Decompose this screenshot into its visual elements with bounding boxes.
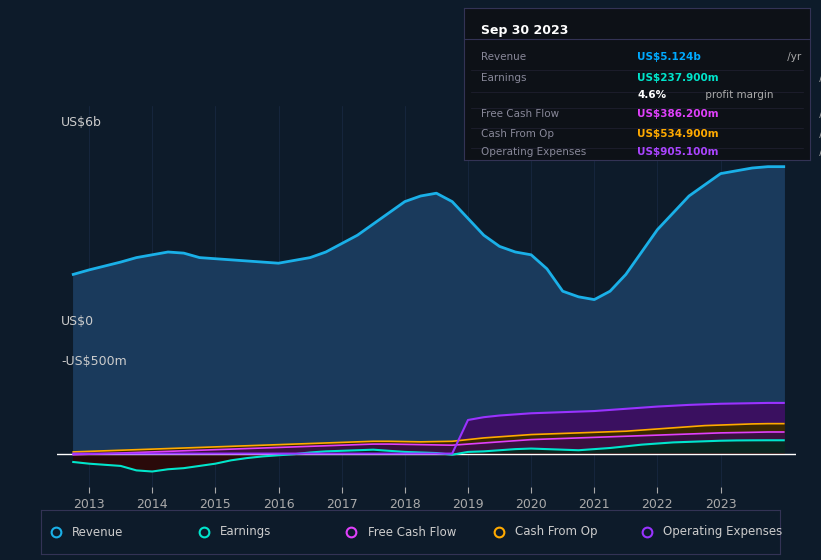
Text: Cash From Op: Cash From Op bbox=[516, 525, 598, 539]
Text: Cash From Op: Cash From Op bbox=[481, 129, 554, 139]
Text: /yr: /yr bbox=[816, 147, 821, 157]
Text: Earnings: Earnings bbox=[481, 73, 527, 83]
Text: Revenue: Revenue bbox=[481, 52, 526, 62]
Text: US$534.900m: US$534.900m bbox=[637, 129, 718, 139]
Text: US$0: US$0 bbox=[62, 315, 94, 328]
Text: Operating Expenses: Operating Expenses bbox=[663, 525, 782, 539]
Text: Sep 30 2023: Sep 30 2023 bbox=[481, 24, 569, 36]
Text: Earnings: Earnings bbox=[220, 525, 271, 539]
Text: /yr: /yr bbox=[816, 73, 821, 83]
Text: profit margin: profit margin bbox=[702, 90, 773, 100]
Text: /yr: /yr bbox=[816, 129, 821, 139]
Text: US$6b: US$6b bbox=[62, 116, 102, 129]
Text: US$386.200m: US$386.200m bbox=[637, 109, 718, 119]
Text: US$905.100m: US$905.100m bbox=[637, 147, 718, 157]
Text: -US$500m: -US$500m bbox=[62, 355, 127, 368]
Text: /yr: /yr bbox=[784, 52, 801, 62]
Text: Revenue: Revenue bbox=[72, 525, 123, 539]
Text: US$5.124b: US$5.124b bbox=[637, 52, 701, 62]
Text: US$237.900m: US$237.900m bbox=[637, 73, 718, 83]
Text: Free Cash Flow: Free Cash Flow bbox=[368, 525, 456, 539]
Text: Operating Expenses: Operating Expenses bbox=[481, 147, 586, 157]
Text: /yr: /yr bbox=[816, 109, 821, 119]
Text: 4.6%: 4.6% bbox=[637, 90, 666, 100]
Text: Free Cash Flow: Free Cash Flow bbox=[481, 109, 559, 119]
